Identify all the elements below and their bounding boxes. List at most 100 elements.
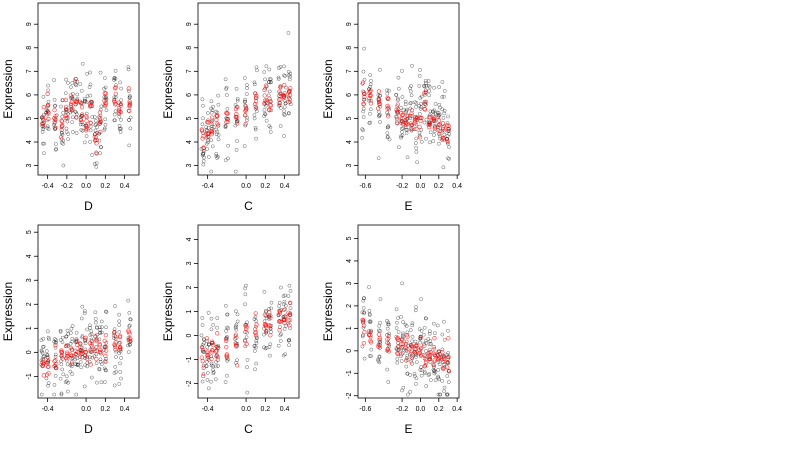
observed-point <box>112 383 117 388</box>
observed-point <box>376 359 381 363</box>
observed-point <box>437 113 441 118</box>
observed-point <box>426 83 431 88</box>
plot-frame <box>357 2 460 176</box>
observed-point <box>76 362 80 367</box>
observed-point <box>282 64 286 69</box>
observed-point <box>245 365 249 370</box>
observed-point <box>442 363 447 367</box>
y-tick-label: 0 <box>346 349 353 353</box>
fitted-point <box>210 115 215 120</box>
observed-point <box>442 108 447 113</box>
observed-point <box>422 83 426 88</box>
fitted-point <box>104 348 109 353</box>
fitted-point <box>40 123 45 129</box>
y-tick-label: 8 <box>26 46 33 50</box>
x-tick-label: -0.4 <box>42 183 54 190</box>
observed-point <box>414 305 418 309</box>
fitted-point <box>368 101 374 106</box>
observed-point <box>276 75 281 80</box>
observed-point <box>422 325 427 330</box>
observed-point <box>417 130 422 135</box>
fitted-point <box>287 88 292 93</box>
fitted-point <box>225 111 230 116</box>
fitted-point <box>440 126 446 132</box>
observed-point <box>396 98 400 103</box>
observed-point <box>361 298 366 303</box>
x-axis-label: C <box>244 422 253 436</box>
observed-point <box>200 97 205 102</box>
fitted-point <box>437 129 442 134</box>
observed-point <box>82 140 87 145</box>
observed-point <box>233 169 238 174</box>
observed-point <box>418 340 422 345</box>
observed-point <box>128 115 133 120</box>
observed-point <box>64 126 69 131</box>
fitted-point <box>78 117 83 123</box>
observed-point <box>119 126 123 131</box>
fitted-point <box>209 121 214 127</box>
fitted-point <box>394 110 400 115</box>
y-tick-label: 4 <box>186 237 193 241</box>
observed-point <box>419 94 424 99</box>
x-tick-label: 0.4 <box>452 406 462 413</box>
observed-point <box>428 339 433 343</box>
observed-point <box>103 96 108 100</box>
observed-point <box>70 81 75 85</box>
observed-point <box>441 165 446 170</box>
observed-point <box>409 93 414 98</box>
observed-point <box>362 46 367 51</box>
observed-point <box>287 73 291 78</box>
x-tick-label: -0.2 <box>61 183 73 190</box>
x-tick-label: 0.2 <box>100 183 110 190</box>
fitted-point <box>113 102 118 107</box>
observed-point <box>427 84 432 89</box>
observed-point <box>127 95 132 100</box>
fitted-point <box>404 122 409 128</box>
observed-point <box>278 65 283 69</box>
observed-point <box>269 300 274 305</box>
x-tick-label: -0.6 <box>359 183 371 190</box>
fitted-point <box>224 352 229 357</box>
observed-point <box>432 369 436 374</box>
observed-point <box>404 364 409 369</box>
observed-point <box>287 111 291 115</box>
observed-point <box>368 320 373 325</box>
observed-point <box>385 125 390 130</box>
fitted-point <box>409 361 415 366</box>
observed-point <box>440 80 445 84</box>
y-tick-label: 5 <box>346 236 353 240</box>
observed-point <box>60 340 65 345</box>
panel-6: -0.6 -0.2 0.0 0.2 0.4 -2 -1 0 1 2 3 4 5 E Expression <box>321 224 462 436</box>
observed-point <box>233 309 238 314</box>
fitted-point <box>395 335 400 341</box>
fitted-point <box>65 354 70 359</box>
observed-point <box>282 113 287 117</box>
observed-point <box>199 333 204 338</box>
y-tick-label: -2 <box>186 380 193 386</box>
fitted-point <box>394 107 399 113</box>
observed-point <box>360 334 365 339</box>
observed-point <box>254 324 258 329</box>
fitted-point <box>59 353 64 359</box>
observed-point <box>428 120 432 125</box>
observed-point <box>83 363 87 368</box>
observed-point <box>264 64 269 69</box>
observed-point <box>385 91 390 96</box>
observed-point <box>69 364 74 369</box>
fitted-point <box>268 333 273 338</box>
x-tick-label: 0.2 <box>260 406 270 413</box>
observed-point <box>267 314 272 319</box>
observed-point <box>85 360 90 365</box>
observed-point <box>235 139 239 143</box>
fitted-point <box>83 337 88 343</box>
observed-point <box>252 317 257 321</box>
observed-point <box>75 92 80 97</box>
observed-point <box>394 92 399 97</box>
fitted-point <box>63 104 69 110</box>
observed-point <box>215 156 219 160</box>
observed-point <box>387 137 392 142</box>
observed-point <box>410 334 415 339</box>
fitted-point <box>409 342 414 348</box>
fitted-point <box>209 350 214 355</box>
observed-point <box>206 310 211 315</box>
